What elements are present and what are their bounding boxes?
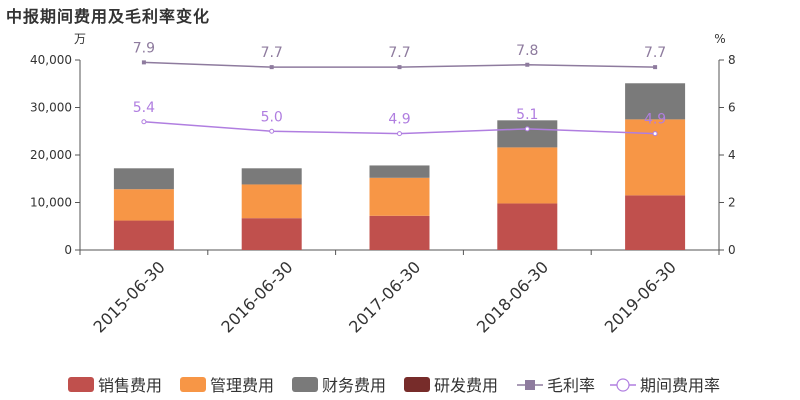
period-cost-rate-point — [141, 119, 147, 125]
left-tick-label: 10,000 — [30, 196, 72, 210]
legend-label: 管理费用 — [210, 376, 274, 395]
left-tick-label: 30,000 — [30, 101, 72, 115]
period-cost-rate-label: 5.4 — [133, 100, 155, 116]
legend-label: 研发费用 — [434, 376, 498, 395]
left-tick-label: 40,000 — [30, 53, 72, 67]
gross-margin-point — [141, 60, 146, 65]
bar-mgmt — [369, 177, 430, 216]
legend-marker — [525, 380, 535, 390]
gross-margin-point — [269, 65, 274, 70]
legend-swatch — [180, 377, 206, 392]
gross-margin-label: 7.7 — [261, 45, 283, 61]
legend-label: 期间费用率 — [640, 376, 720, 395]
legend-marker — [616, 378, 630, 392]
bar-fin — [113, 168, 174, 190]
legend-label: 销售费用 — [98, 376, 162, 395]
legend-swatch — [404, 377, 430, 392]
bar-fin — [497, 120, 558, 148]
legend-swatch — [68, 377, 94, 392]
legend-label: 毛利率 — [547, 376, 595, 395]
gross-margin-label: 7.7 — [644, 45, 666, 61]
right-tick-label: 2 — [728, 196, 736, 210]
legend-swatch — [292, 377, 318, 392]
period-cost-rate-point — [652, 131, 658, 137]
bar-fin — [241, 168, 302, 185]
bar-fin — [369, 165, 430, 178]
gross-margin-point — [397, 65, 402, 70]
bar-mgmt — [241, 184, 302, 219]
right-tick-label: 8 — [728, 53, 736, 67]
x-tick-label: 2018-06-30 — [473, 257, 552, 336]
bar-mgmt — [497, 147, 558, 204]
period-cost-rate-point — [397, 131, 402, 137]
bar-fin — [625, 83, 686, 120]
x-tick-label: 2019-06-30 — [601, 257, 680, 336]
x-tick-label: 2016-06-30 — [217, 257, 296, 336]
right-axis-unit: % — [714, 32, 725, 46]
chart-title: 中报期间费用及毛利率变化 — [6, 7, 211, 26]
x-tick-label: 2015-06-30 — [90, 257, 169, 336]
left-axis-unit: 万 — [74, 32, 86, 46]
period-cost-rate-label: 5.1 — [516, 107, 538, 123]
period-cost-rate-point — [524, 126, 530, 132]
left-tick-label: 0 — [64, 243, 72, 257]
x-tick-label: 2017-06-30 — [345, 257, 424, 336]
period-cost-rate-point — [269, 128, 275, 134]
legend-label: 财务费用 — [322, 376, 386, 395]
bar-sales — [625, 195, 686, 250]
gross-margin-label: 7.8 — [516, 43, 538, 59]
right-tick-label: 4 — [728, 148, 736, 162]
gross-margin-point — [653, 65, 658, 70]
period-cost-rate-label: 4.9 — [388, 112, 410, 128]
gross-margin-label: 7.9 — [133, 40, 155, 56]
period-cost-rate-label: 4.9 — [644, 112, 666, 128]
gross-margin-point — [525, 62, 530, 67]
right-tick-label: 0 — [728, 243, 736, 257]
left-tick-label: 20,000 — [30, 148, 72, 162]
bar-mgmt — [113, 189, 174, 221]
bar-sales — [113, 220, 174, 250]
bar-sales — [369, 215, 430, 250]
period-cost-rate-label: 5.0 — [261, 109, 283, 125]
bar-mgmt — [625, 119, 686, 196]
right-tick-label: 6 — [728, 101, 736, 115]
gross-margin-label: 7.7 — [388, 45, 410, 61]
bar-sales — [497, 203, 558, 250]
bar-sales — [241, 218, 302, 250]
